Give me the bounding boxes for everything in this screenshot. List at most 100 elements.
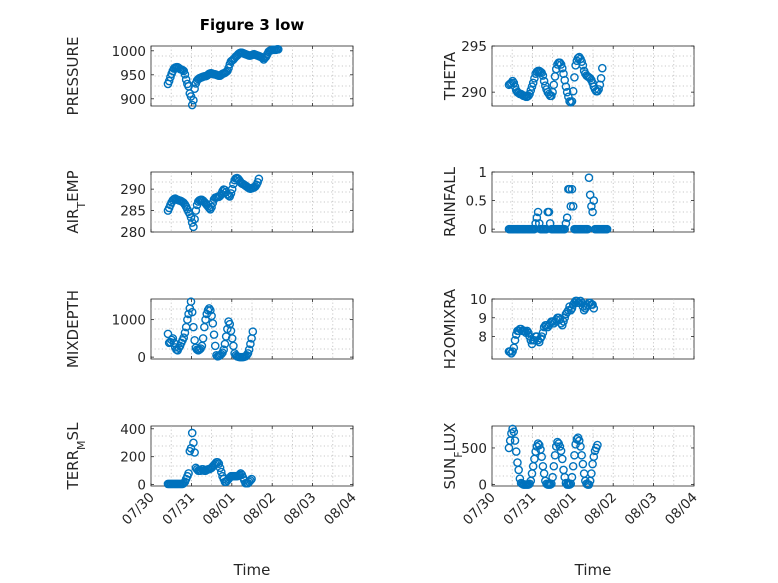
data-point: [511, 447, 521, 456]
data-point: [210, 341, 220, 351]
data-point: [208, 319, 218, 328]
y-tick-label: 200: [120, 450, 146, 466]
data-point: [568, 86, 578, 96]
x-axis-label: Time: [574, 561, 612, 579]
data-point: [509, 78, 519, 88]
data-point: [514, 465, 523, 475]
data-point: [191, 206, 201, 215]
data-point: [549, 461, 559, 471]
data-point: [559, 317, 568, 326]
data-point: [246, 476, 255, 485]
data-point: [538, 328, 548, 338]
data-point: [561, 219, 571, 228]
data-point: [236, 469, 245, 478]
y-tick-label: 295: [461, 39, 487, 55]
subplot-air-temp: 280 285 290 AIRTEMP: [64, 170, 354, 241]
data-point: [180, 70, 190, 79]
y-axis-label: SUNFLUX: [441, 423, 465, 490]
data-point: [186, 297, 196, 306]
y-tick-label: 8: [478, 330, 487, 346]
y-tick-label: 1: [478, 165, 487, 181]
data-point: [184, 469, 193, 478]
data-point: [547, 91, 556, 101]
data-point: [589, 452, 599, 462]
data-point: [577, 450, 586, 460]
data-point: [273, 45, 283, 54]
data-point: [557, 454, 567, 464]
data-point: [562, 87, 572, 97]
data-point: [179, 478, 189, 488]
data-point: [526, 86, 536, 95]
data-point: [567, 472, 577, 482]
y-tick-label: 0: [137, 350, 146, 366]
data-point: [214, 459, 224, 468]
data-point: [254, 174, 264, 184]
data-point: [590, 85, 600, 94]
data-point: [250, 182, 260, 191]
data-point: [596, 74, 606, 83]
subplot-pressure: 900 950 1000 PRESSURE: [64, 37, 354, 115]
y-axis-label: MIXDEPTH: [64, 290, 82, 368]
data-point: [555, 442, 565, 451]
data-point: [187, 307, 197, 317]
y-tick-label: 10: [470, 292, 487, 308]
data-point: [556, 446, 566, 456]
data-point: [589, 196, 599, 205]
y-tick-label: 950: [120, 68, 146, 84]
y-axis-label: H2OMIXRA: [441, 288, 459, 369]
data-point: [553, 437, 562, 447]
data-point: [179, 333, 189, 342]
data-point: [215, 463, 225, 473]
data-point: [189, 322, 198, 332]
data-point: [583, 300, 593, 309]
y-tick-label: 400: [120, 422, 146, 438]
y-tick-label: 9: [478, 311, 487, 327]
data-point: [568, 461, 578, 471]
data-point: [577, 57, 586, 66]
data-point: [537, 332, 546, 341]
data-point: [565, 97, 574, 106]
data-point: [567, 97, 577, 106]
y-axis-label: TERRMSL: [64, 422, 88, 491]
data-point: [524, 328, 533, 338]
y-tick-label: 0: [478, 478, 487, 494]
data-point: [565, 184, 574, 194]
data-point: [189, 95, 198, 105]
x-tick-label: 08/04: [662, 490, 701, 529]
data-point: [209, 330, 219, 339]
data-point: [550, 450, 560, 460]
y-axis-label: THETA: [441, 51, 459, 101]
data-point: [570, 73, 579, 82]
data-point: [578, 459, 588, 469]
data-point: [204, 304, 214, 313]
data-point: [584, 480, 594, 489]
data-point: [572, 296, 582, 306]
data-point: [545, 319, 555, 328]
data-point: [183, 315, 192, 324]
data-point: [574, 52, 584, 62]
data-point: [243, 349, 253, 358]
y-axis-label: RAINFALL: [441, 166, 459, 237]
data-point: [187, 428, 197, 438]
data-point: [216, 349, 226, 359]
data-point: [219, 345, 229, 354]
x-tick-label: 08/03: [281, 490, 320, 529]
data-point: [588, 207, 597, 217]
data-point: [190, 448, 199, 457]
data-point: [557, 320, 567, 330]
data-point: [597, 63, 607, 73]
data-point: [562, 213, 572, 223]
y-tick-label: 0: [478, 222, 487, 238]
x-tick-label: 08/02: [240, 490, 279, 529]
y-tick-label: 1000: [112, 44, 146, 60]
x-tick-label: 08/03: [622, 490, 661, 529]
data-point: [566, 201, 576, 211]
subplot-h2omixra: 8 9 10 H2OMIXRA: [441, 288, 695, 369]
y-tick-label: 1000: [112, 313, 146, 329]
data-point: [576, 442, 585, 451]
data-point: [525, 89, 534, 99]
x-tick-label: 07/31: [500, 490, 539, 529]
data-point: [178, 65, 187, 75]
